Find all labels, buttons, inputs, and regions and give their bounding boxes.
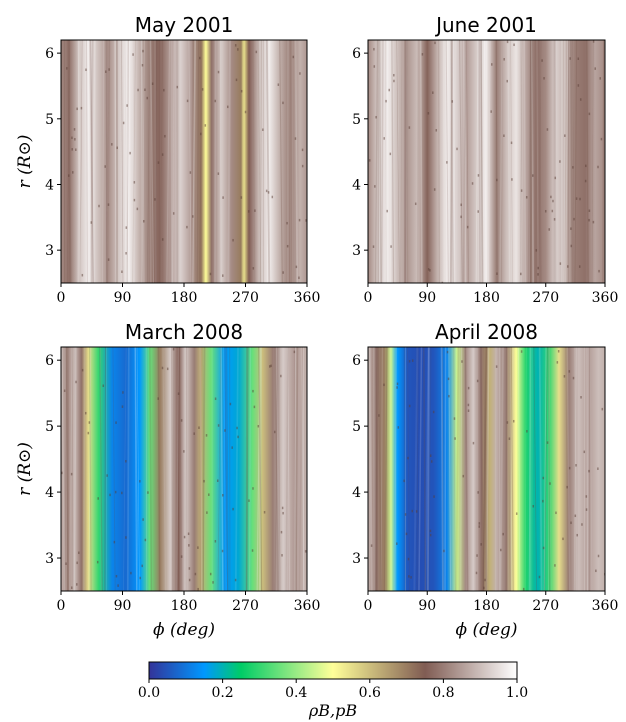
y-tick-label: 3	[45, 243, 54, 259]
x-tick-label: 180	[171, 598, 198, 614]
y-axis-label: r (R⊙)	[15, 135, 35, 189]
y-tick-label: 4	[352, 177, 361, 193]
x-tick-label: 90	[418, 598, 436, 614]
panel-4: April 2008 0 90 180 270 360 3 4 5 6 ϕ (deg)	[352, 320, 618, 640]
x-tick-label: 360	[294, 290, 321, 306]
y-tick-label: 3	[45, 551, 54, 567]
x-tick-label: 0	[364, 598, 373, 614]
y-tick-label: 5	[45, 112, 54, 128]
colorbar-gradient	[148, 661, 518, 680]
panel-3: March 2008 0 90 180 270 360 3 4 5 6 r (R⊙) ϕ (deg)	[15, 320, 320, 640]
x-axis-label: ϕ (deg)	[455, 620, 517, 640]
y-tick-label: 3	[352, 243, 361, 259]
streak-texture	[368, 347, 605, 591]
heatmap-image	[61, 347, 307, 591]
streak-texture	[61, 347, 307, 591]
x-tick-label: 180	[171, 290, 198, 306]
heatmap-image	[368, 347, 605, 591]
panel-title: May 2001	[135, 13, 234, 37]
colorbar-tick-label: 0.0	[138, 685, 160, 701]
x-tick-label: 90	[114, 290, 132, 306]
streak-texture	[368, 40, 605, 283]
streak-texture	[61, 40, 307, 283]
x-tick-label: 90	[114, 598, 132, 614]
panel-2: June 2001 0 90 180 270 360 3 4 5 6	[352, 13, 618, 306]
colorbar-tick-label: 0.2	[211, 685, 233, 701]
x-tick-label: 360	[294, 598, 321, 614]
y-axis-label: r (R⊙)	[15, 442, 35, 496]
x-tick-label: 90	[418, 290, 436, 306]
colorbar-tick-label: 0.8	[432, 685, 454, 701]
x-tick-label: 360	[592, 598, 619, 614]
x-tick-label: 180	[473, 598, 500, 614]
x-tick-label: 0	[57, 598, 66, 614]
colorbar: 0.0 0.2 0.4 0.6 0.8 1.0 ρB,pB	[138, 661, 528, 720]
y-tick-label: 5	[45, 419, 54, 435]
x-tick-label: 270	[232, 290, 259, 306]
x-tick-label: 270	[532, 598, 559, 614]
colorbar-ticks: 0.0 0.2 0.4 0.6 0.8 1.0	[138, 679, 528, 701]
x-tick-label: 0	[57, 290, 66, 306]
y-tick-label: 3	[352, 551, 361, 567]
y-tick-label: 5	[352, 419, 361, 435]
x-tick-label: 270	[532, 290, 559, 306]
y-tick-label: 6	[352, 353, 361, 369]
panel-1: May 2001 0 90 180 270 360 3 4 5 6 r (R⊙)	[15, 13, 320, 306]
x-tick-label: 0	[364, 290, 373, 306]
y-tick-label: 6	[45, 46, 54, 62]
heatmap-image	[368, 40, 605, 283]
panel-title: March 2008	[125, 320, 243, 344]
y-tick-label: 4	[352, 485, 361, 501]
colorbar-tick-label: 1.0	[506, 685, 528, 701]
colorbar-tick-label: 0.4	[285, 685, 307, 701]
heatmap-image	[61, 40, 307, 283]
x-axis-label: ϕ (deg)	[153, 620, 215, 640]
colorbar-tick-label: 0.6	[359, 685, 381, 701]
panel-title: April 2008	[435, 320, 538, 344]
y-tick-label: 5	[352, 112, 361, 128]
y-tick-label: 6	[352, 46, 361, 62]
x-tick-label: 180	[473, 290, 500, 306]
colorbar-label: ρB,pB	[308, 701, 357, 720]
y-tick-label: 6	[45, 353, 54, 369]
x-tick-label: 360	[592, 290, 619, 306]
x-tick-label: 270	[232, 598, 259, 614]
y-tick-label: 4	[45, 177, 54, 193]
panel-title: June 2001	[434, 13, 537, 37]
y-tick-label: 4	[45, 485, 54, 501]
